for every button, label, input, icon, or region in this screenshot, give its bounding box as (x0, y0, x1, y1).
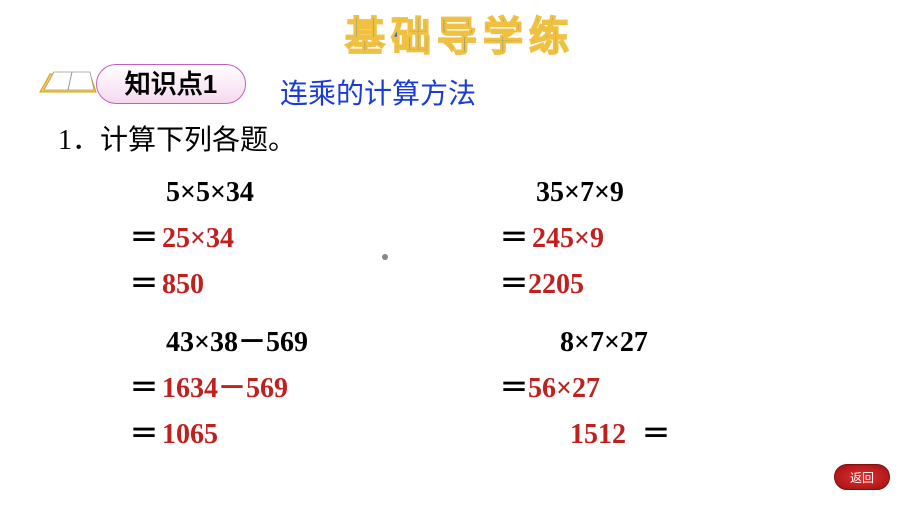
problem-2-step-1: ＝ 245×9 (500, 216, 830, 262)
problem-1-expression: 5×5×34 (130, 170, 460, 216)
equals-sign: ＝ (500, 216, 528, 262)
equals-sign: ＝ (130, 412, 158, 458)
problem-2-step-1-value: 245×9 (532, 216, 604, 262)
problem-4-step-1-value: 56×27 (528, 366, 600, 412)
question-text: ．计算下列各题。 (72, 125, 296, 156)
pointer-dot-icon (382, 254, 388, 260)
problem-1-step-2: ＝ 850 (130, 262, 460, 308)
book-icon (38, 62, 98, 102)
problem-2-step-2-value: 2205 (528, 262, 584, 308)
equals-sign: ＝ (500, 262, 528, 308)
problem-4-expression: 8×7×27 (500, 320, 830, 366)
problem-1-step-2-value: 850 (162, 262, 204, 308)
problem-3-expression: 43×38－569 (130, 320, 460, 366)
problem-4-step-1: ＝ 56×27 (500, 366, 830, 412)
question-label: 1．计算下列各题。 (58, 118, 296, 158)
equals-sign: ＝ (642, 412, 670, 458)
problem-4-step-2-value: 1512 (570, 412, 626, 458)
problem-1-step-1: ＝ 25×34 (130, 216, 460, 262)
equals-sign: ＝ (130, 262, 158, 308)
problem-3-step-2: ＝ 1065 (130, 412, 460, 458)
column-left: 5×5×34 ＝ 25×34 ＝ 850 43×38－569 ＝ 1634－56… (130, 170, 460, 458)
equals-sign: ＝ (500, 366, 528, 412)
problem-1-step-1-value: 25×34 (162, 216, 234, 262)
problem-4-step-2: 1512 ＝ (500, 412, 830, 458)
column-right: 35×7×9 ＝ 245×9 ＝ 2205 8×7×27 ＝ 56×27 151… (500, 170, 830, 458)
problem-3-step-1: ＝ 1634－569 (130, 366, 460, 412)
question-number: 1 (58, 125, 72, 156)
equals-sign: ＝ (130, 366, 158, 412)
equals-sign: ＝ (130, 216, 158, 262)
problem-2-step-2: ＝ 2205 (500, 262, 830, 308)
problem-3-step-1-value: 1634－569 (162, 366, 288, 412)
knowledge-point-subtitle: 连乘的计算方法 (280, 72, 476, 112)
problem-3-step-2-value: 1065 (162, 412, 218, 458)
knowledge-point-badge: 知识点1 (96, 64, 246, 104)
return-button[interactable]: 返回 (834, 464, 890, 490)
problem-2-expression: 35×7×9 (500, 170, 830, 216)
page-title-banner: 基础导学练 (345, 4, 575, 62)
